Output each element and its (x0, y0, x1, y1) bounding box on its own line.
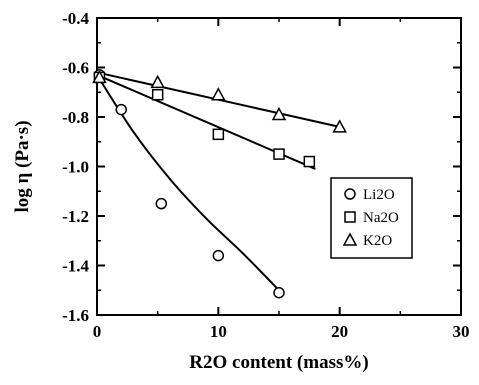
legend-marker-li2o (344, 188, 356, 200)
y-tick-label: -0.8 (62, 108, 89, 127)
data-point-li2o (155, 197, 168, 210)
legend-marker-na2o (344, 211, 356, 223)
y-tick-label: -0.4 (62, 9, 89, 28)
y-tick-label: -1.4 (62, 257, 89, 276)
data-point-k2o (271, 106, 287, 121)
axes: 0 10 20 30 -0.4 -0.6 -0.8 -1.0 -1.2 -1.4 -1.6 (62, 9, 469, 341)
x-tick-label: 30 (453, 322, 470, 341)
y-tick-label: -0.6 (62, 59, 89, 78)
x-tick-label: 20 (331, 322, 348, 341)
y-tick-label: -1.0 (62, 158, 89, 177)
data-point-li2o (273, 286, 285, 299)
legend-label-k2o: K2O (363, 233, 392, 249)
y-axis-title: log η (Pa·s) (12, 120, 33, 212)
data-points (92, 69, 347, 299)
data-point-li2o (212, 249, 225, 262)
axis-labels: R2O content (mass%) log η (Pa·s) (12, 120, 369, 373)
legend: Li2O Na2O K2O (330, 177, 413, 259)
fit-line-li2o (96, 74, 280, 291)
data-point-k2o (150, 74, 165, 89)
x-tick-label: 10 (210, 322, 227, 341)
legend-label-na2o: Na2O (363, 210, 399, 226)
data-point-k2o (92, 69, 107, 84)
y-tick-label: -1.2 (62, 207, 89, 226)
data-point-na2o (212, 128, 225, 141)
legend-label-li2o: Li2O (363, 187, 395, 203)
data-point-na2o (303, 155, 316, 168)
data-point-li2o (115, 103, 128, 116)
legend-marker-k2o (342, 232, 358, 246)
data-point-k2o (332, 119, 347, 133)
data-point-na2o (273, 148, 285, 160)
y-tick-label: -1.6 (62, 306, 89, 325)
x-axis-title: R2O content (mass%) (189, 352, 368, 373)
plot-frame (96, 17, 462, 316)
data-point-na2o (151, 88, 164, 101)
data-point-k2o (211, 87, 226, 101)
x-tick-label: 0 (93, 322, 102, 341)
